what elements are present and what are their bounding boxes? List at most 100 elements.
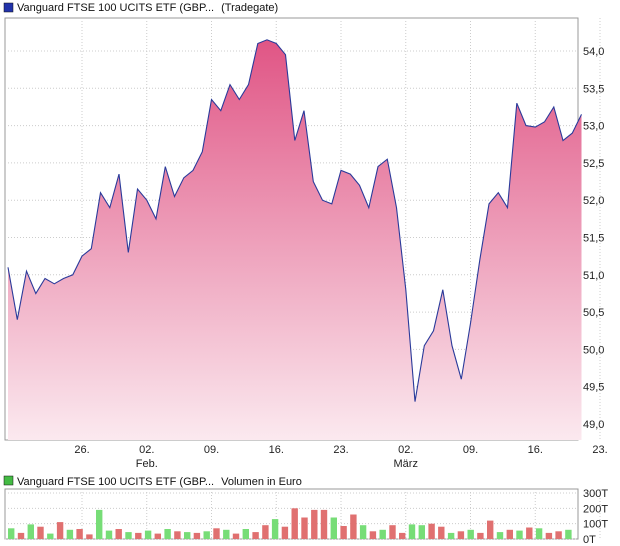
price-area-series [7,39,582,441]
volume-bar [262,525,269,539]
price-legend-swatch [3,2,14,13]
volume-bar [105,530,113,539]
volume-bars [8,508,572,539]
volume-bar [164,529,171,539]
volume-bar [47,533,54,539]
volume-bar [447,532,455,539]
volume-bar [291,508,298,539]
price-x-month-label: Feb. [136,458,158,470]
volume-chart-subtitle: Volumen in Euro [221,476,302,488]
volume-bar [174,531,181,539]
price-x-tick-label: 16. [528,444,543,456]
volume-bar [428,523,435,539]
volume-bar [408,524,416,539]
volume-bar [418,525,425,539]
volume-bar [27,524,34,539]
volume-bar [66,529,74,539]
volume-bar [389,525,396,539]
price-chart-title: Vanguard FTSE 100 UCITS ETF (GBP... [17,2,214,14]
volume-bar [526,527,533,539]
volume-bar [96,509,103,539]
volume-bar [271,519,279,539]
volume-bar [457,531,465,539]
price-y-tick-label: 53,5 [583,83,604,95]
price-x-tick-label: 23. [592,444,607,456]
volume-bar [76,529,83,539]
volume-bar [320,509,328,539]
volume-bar [242,529,249,539]
price-y-tick-label: 50,0 [583,344,604,356]
price-x-tick-label: 02. [139,444,154,456]
volume-bar [154,533,161,539]
volume-bar [379,529,386,539]
volume-y-tick-label: 200T [583,503,608,515]
price-x-tick-label: 02. [398,444,413,456]
price-area-fill [8,39,582,441]
volume-bar [565,529,572,539]
volume-y-tick-label: 300T [583,488,608,500]
volume-bar [438,526,445,539]
price-y-tick-label: 51,5 [583,233,604,245]
price-x-axis: 26.02.Feb.09.16.23.02.März09.16.23.01.Ap… [74,444,607,470]
volume-bar [487,520,494,539]
volume-bar [340,526,347,539]
volume-bar [311,509,318,539]
volume-legend-swatch [3,475,14,486]
volume-bar [232,533,240,539]
volume-bar [516,530,523,539]
price-chart-exchange: (Tradegate) [221,2,278,14]
price-x-tick-label: 16. [269,444,284,456]
volume-y-axis: 0T 100T 200T 300T [583,488,608,546]
volume-bar [496,532,504,539]
price-y-tick-label: 50,5 [583,307,604,319]
volume-bar [350,514,357,539]
volume-bar [506,529,513,539]
volume-bar [281,526,289,539]
volume-bar [17,532,25,539]
volume-bar [555,531,562,539]
volume-bar [144,530,152,539]
volume-y-tick-label: 0T [583,534,596,546]
price-x-month-label: März [394,458,418,470]
volume-chart-title-line: Vanguard FTSE 100 UCITS ETF (GBP... Volu… [17,476,302,488]
price-x-tick-label: 26. [74,444,89,456]
price-x-tick-label: 09. [204,444,219,456]
price-y-axis: 49,0 49,5 50,0 50,5 51,0 51,5 52,0 52,5 53,0 53,5… [583,46,604,431]
price-x-tick-label: 09. [463,444,478,456]
price-y-tick-label: 49,5 [583,382,604,394]
volume-bar [545,532,553,539]
volume-bar [467,529,474,539]
price-y-tick-label: 49,0 [583,419,604,431]
price-y-tick-label: 54,0 [583,46,604,58]
volume-bar [56,522,64,539]
volume-bar [135,532,142,539]
price-y-tick-label: 52,0 [583,195,604,207]
volume-bar [535,528,543,539]
volume-bar [115,529,122,539]
volume-bar [184,532,191,539]
volume-bar [8,528,15,539]
volume-bar [193,532,201,539]
volume-bar [477,532,484,539]
price-y-tick-label: 51,0 [583,270,604,282]
volume-bar [359,525,367,539]
volume-bar [86,534,93,539]
price-line [7,39,582,402]
volume-bar [37,526,44,539]
volume-chart-title: Vanguard FTSE 100 UCITS ETF (GBP... [17,476,214,488]
price-y-tick-label: 53,0 [583,121,604,133]
price-chart-title-line: Vanguard FTSE 100 UCITS ETF (GBP... (Tra… [17,2,278,14]
volume-bar [301,517,308,539]
volume-bar [213,528,220,539]
volume-bar [125,532,132,539]
volume-y-tick-label: 100T [583,519,608,531]
volume-bar [330,517,337,539]
price-y-tick-label: 52,5 [583,158,604,170]
volume-bar [203,531,210,539]
volume-bar [369,531,377,539]
volume-bar [223,529,230,539]
volume-bar [399,532,406,539]
price-x-tick-label: 23. [333,444,348,456]
volume-bar [252,532,259,539]
